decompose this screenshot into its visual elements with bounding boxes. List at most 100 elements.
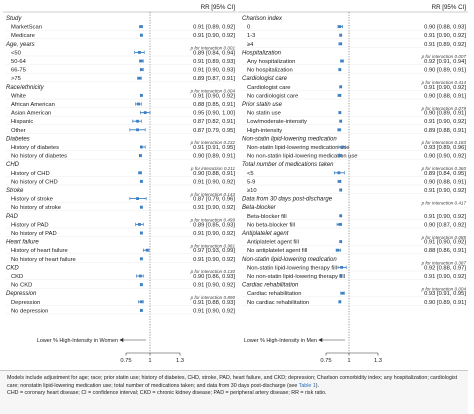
p-interaction: p for interaction 0.414 bbox=[421, 80, 467, 85]
point-estimate bbox=[137, 102, 140, 106]
rr-value: 0.90 [0.90, 0.92] bbox=[424, 154, 466, 160]
p-interaction: p for interaction 0.499 bbox=[190, 218, 236, 223]
p-interaction: p for interaction 0.417 bbox=[421, 200, 467, 205]
row-label: History of diabetes bbox=[11, 145, 59, 151]
p-interaction: p for interaction 0.004 bbox=[190, 89, 236, 94]
point-estimate bbox=[339, 119, 343, 123]
point-estimate bbox=[139, 274, 142, 278]
point-estimate bbox=[139, 257, 143, 261]
rr-value: 0.89 [0.87, 0.91] bbox=[193, 76, 235, 82]
subgroup-heading: Hospitalization bbox=[242, 50, 282, 56]
point-estimate bbox=[139, 283, 143, 286]
row-label: 50-64 bbox=[11, 59, 27, 65]
point-estimate bbox=[339, 188, 343, 192]
p-interaction: p for interaction 0.001 bbox=[190, 46, 236, 51]
rr-value: 0.93 [0.91, 0.95] bbox=[424, 291, 466, 297]
rr-value: 0.87 [0.82, 0.91] bbox=[193, 119, 235, 125]
subgroup-heading: PAD bbox=[6, 214, 19, 220]
rr-value: 0.91 [0.90, 0.92] bbox=[424, 188, 466, 194]
point-estimate bbox=[139, 171, 142, 175]
row-label: No antiplatelet agent fill bbox=[247, 248, 307, 254]
row-label: Beta-blocker fill bbox=[247, 214, 287, 220]
subgroup-heading: Heart failure bbox=[6, 240, 39, 246]
row-label: No history of PAD bbox=[11, 231, 57, 237]
point-estimate bbox=[338, 154, 342, 157]
point-estimate bbox=[337, 128, 341, 132]
subgroup-heading: Stroke bbox=[6, 188, 24, 194]
p-interaction: p for interaction 0.183 bbox=[421, 140, 467, 145]
row-label: No non-statin lipid-lowering therapy fil… bbox=[247, 274, 345, 280]
direction-arrow bbox=[119, 337, 146, 343]
point-estimate bbox=[138, 223, 141, 226]
row-label: Hispanic bbox=[11, 119, 33, 125]
point-estimate bbox=[138, 51, 141, 54]
rr-value: 0.92 [0.91, 0.94] bbox=[424, 59, 466, 65]
point-estimate bbox=[339, 42, 343, 46]
rr-value: 0.91 [0.90, 0.92] bbox=[424, 214, 466, 220]
point-estimate bbox=[341, 291, 344, 295]
point-estimate bbox=[338, 111, 342, 114]
rr-value: 0.90 [0.89, 0.91] bbox=[424, 68, 466, 74]
subgroup-heading: CKD bbox=[6, 265, 19, 271]
rr-value: 0.91 [0.89, 0.93] bbox=[193, 59, 235, 65]
p-interaction: p for interaction 0.130 bbox=[190, 269, 236, 274]
point-estimate bbox=[340, 59, 344, 63]
rr-value: 0.92 [0.88, 0.97] bbox=[424, 265, 466, 271]
rr-value: 0.91 [0.90, 0.92] bbox=[193, 33, 235, 39]
point-estimate bbox=[139, 145, 143, 149]
subgroup-heading: Charlson index bbox=[242, 16, 283, 22]
p-interaction: p for interaction 0.360 bbox=[421, 166, 467, 171]
rr-value: 0.90 [0.89, 0.91] bbox=[424, 111, 466, 117]
row-label: Depression bbox=[11, 300, 40, 306]
x-tick-label: 0.75 bbox=[120, 358, 131, 364]
point-estimate bbox=[139, 59, 143, 63]
rr-value: 0.90 [0.88, 0.91] bbox=[424, 179, 466, 185]
p-interaction: p for interaction 0.890 bbox=[190, 295, 236, 300]
row-label: Any hospitalization bbox=[247, 59, 295, 65]
rr-value: 0.89 [0.84, 0.95] bbox=[424, 171, 466, 177]
p-interaction: p for interaction 0.981 bbox=[190, 243, 236, 248]
rr-value: 0.90 [0.89, 0.91] bbox=[424, 300, 466, 306]
row-label: No non-statin lipid-lowering medication … bbox=[247, 154, 358, 160]
p-interaction: p for interaction 0.079 bbox=[421, 106, 467, 111]
row-label: ≥4 bbox=[247, 42, 254, 48]
x-tick-label: 1.3 bbox=[374, 358, 382, 364]
row-label: CKD bbox=[11, 274, 23, 280]
row-label: History of stroke bbox=[11, 197, 53, 203]
rr-value: 0.97 [0.93, 0.99] bbox=[193, 248, 235, 254]
x-tick-label: 1 bbox=[148, 358, 151, 364]
rr-value: 0.91 [0.88, 0.93] bbox=[193, 300, 235, 306]
subgroup-heading: Non-statin lipid-lowering medication bbox=[242, 257, 337, 263]
x-tick-label: 1.3 bbox=[176, 358, 184, 364]
rr-value: 0.90 [0.87, 0.92] bbox=[424, 222, 466, 228]
p-interaction: p for interaction 0.211 bbox=[190, 166, 236, 171]
x-axis-direction-label: Lower % High-Intensity in Women bbox=[37, 338, 118, 344]
point-estimate bbox=[339, 33, 343, 37]
row-label: <5 bbox=[247, 171, 254, 177]
rr-value: 0.91 [0.90, 0.92] bbox=[193, 205, 235, 211]
point-estimate bbox=[338, 25, 342, 28]
rr-value: 0.89 [0.85, 0.93] bbox=[193, 222, 235, 228]
point-estimate bbox=[145, 248, 149, 252]
subgroup-heading: Age, years bbox=[5, 42, 35, 48]
row-label: 66-75 bbox=[11, 68, 26, 74]
table-1-link[interactable]: Table 1 bbox=[298, 382, 316, 389]
rr-value: 0.88 [0.86, 0.91] bbox=[424, 248, 466, 254]
rr-value: 0.91 [0.89, 0.92] bbox=[424, 42, 466, 48]
figure-caption: Models include adjustment for age; race;… bbox=[0, 370, 468, 414]
point-estimate bbox=[337, 171, 341, 175]
row-label: 1-3 bbox=[247, 33, 255, 39]
row-label: White bbox=[11, 93, 26, 99]
forest-plot-figure: RR [95% CI] Study MarketScan 0.91 [0.89, 0.… bbox=[3, 4, 468, 364]
x-tick-label: 1 bbox=[347, 358, 350, 364]
rr-ci-header: RR [95% CI] bbox=[201, 4, 236, 11]
row-label: No hospitalization bbox=[247, 68, 293, 74]
row-label: Non-statin lipid-lowering therapy fill bbox=[247, 265, 337, 271]
row-label: Asian American bbox=[11, 111, 51, 117]
point-estimate bbox=[139, 94, 143, 97]
subgroup-heading: Depression bbox=[6, 291, 37, 297]
row-label: Non-statin lipid-lowering medication use bbox=[247, 145, 349, 151]
point-estimate bbox=[139, 25, 143, 28]
point-estimate bbox=[139, 300, 143, 304]
rr-value: 0.89 [0.84, 0.94] bbox=[193, 50, 235, 56]
